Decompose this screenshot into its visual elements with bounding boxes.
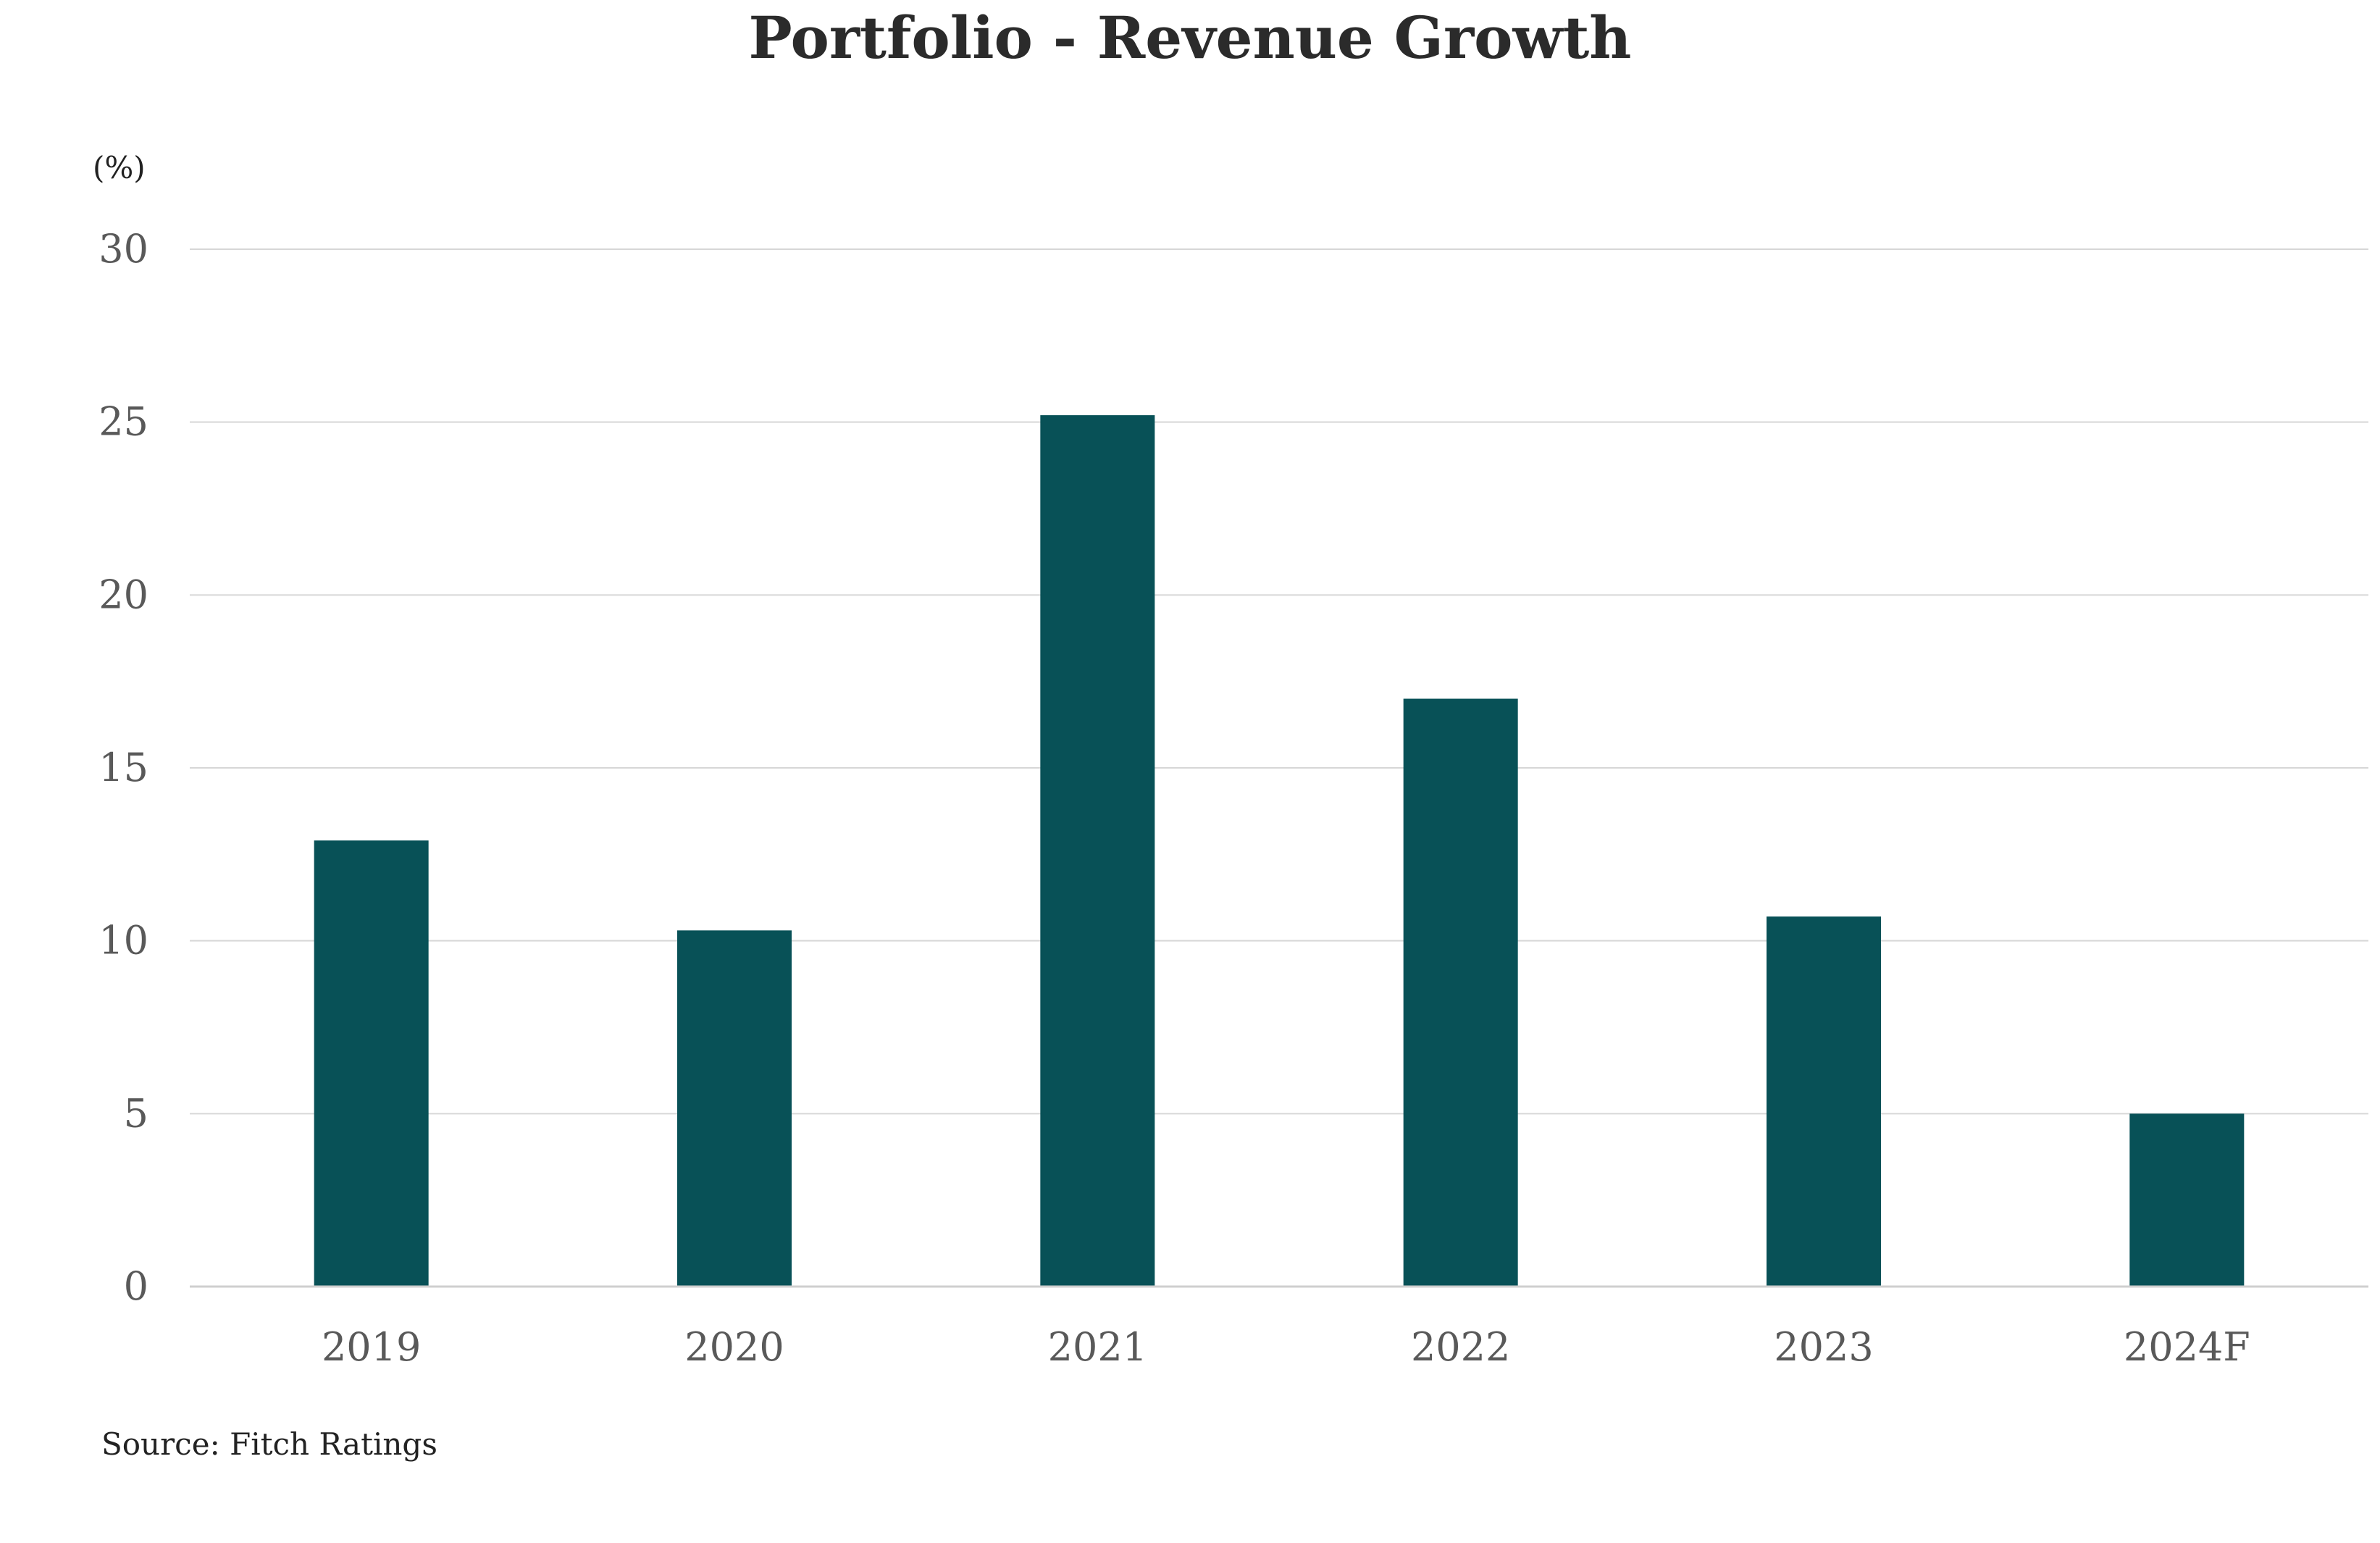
y-tick-label: 15 xyxy=(99,745,148,790)
y-tick-label: 25 xyxy=(99,399,148,445)
bar-2024f xyxy=(2129,1113,2245,1287)
x-axis-ticks: 2019 2020 2021 2022 2023 2024F xyxy=(322,1324,2250,1370)
y-axis-unit-label: (%) xyxy=(93,150,146,185)
x-tick-label: 2020 xyxy=(684,1324,784,1370)
bar-2022 xyxy=(1403,698,1518,1287)
source-note: Source: Fitch Ratings xyxy=(101,1426,437,1462)
x-tick-label: 2023 xyxy=(1774,1324,1873,1370)
bar-2023 xyxy=(1767,916,1881,1287)
y-tick-label: 30 xyxy=(99,226,148,272)
y-tick-label: 0 xyxy=(124,1263,148,1309)
x-tick-label: 2019 xyxy=(322,1324,421,1370)
y-tick-label: 20 xyxy=(99,572,148,617)
gridlines xyxy=(190,248,2368,1115)
bar-2019 xyxy=(314,840,429,1287)
chart-title: Portfolio - Revenue Growth xyxy=(749,4,1632,72)
x-tick-label: 2022 xyxy=(1411,1324,1510,1370)
bars xyxy=(314,415,2245,1287)
y-axis-ticks: 0 5 10 15 20 25 30 xyxy=(99,226,148,1309)
x-tick-label: 2021 xyxy=(1048,1324,1147,1370)
bar-2020 xyxy=(677,930,792,1287)
y-tick-label: 5 xyxy=(124,1090,148,1136)
y-tick-label: 10 xyxy=(99,918,148,963)
bar-2021 xyxy=(1040,415,1155,1287)
x-tick-label: 2024F xyxy=(2124,1324,2250,1370)
